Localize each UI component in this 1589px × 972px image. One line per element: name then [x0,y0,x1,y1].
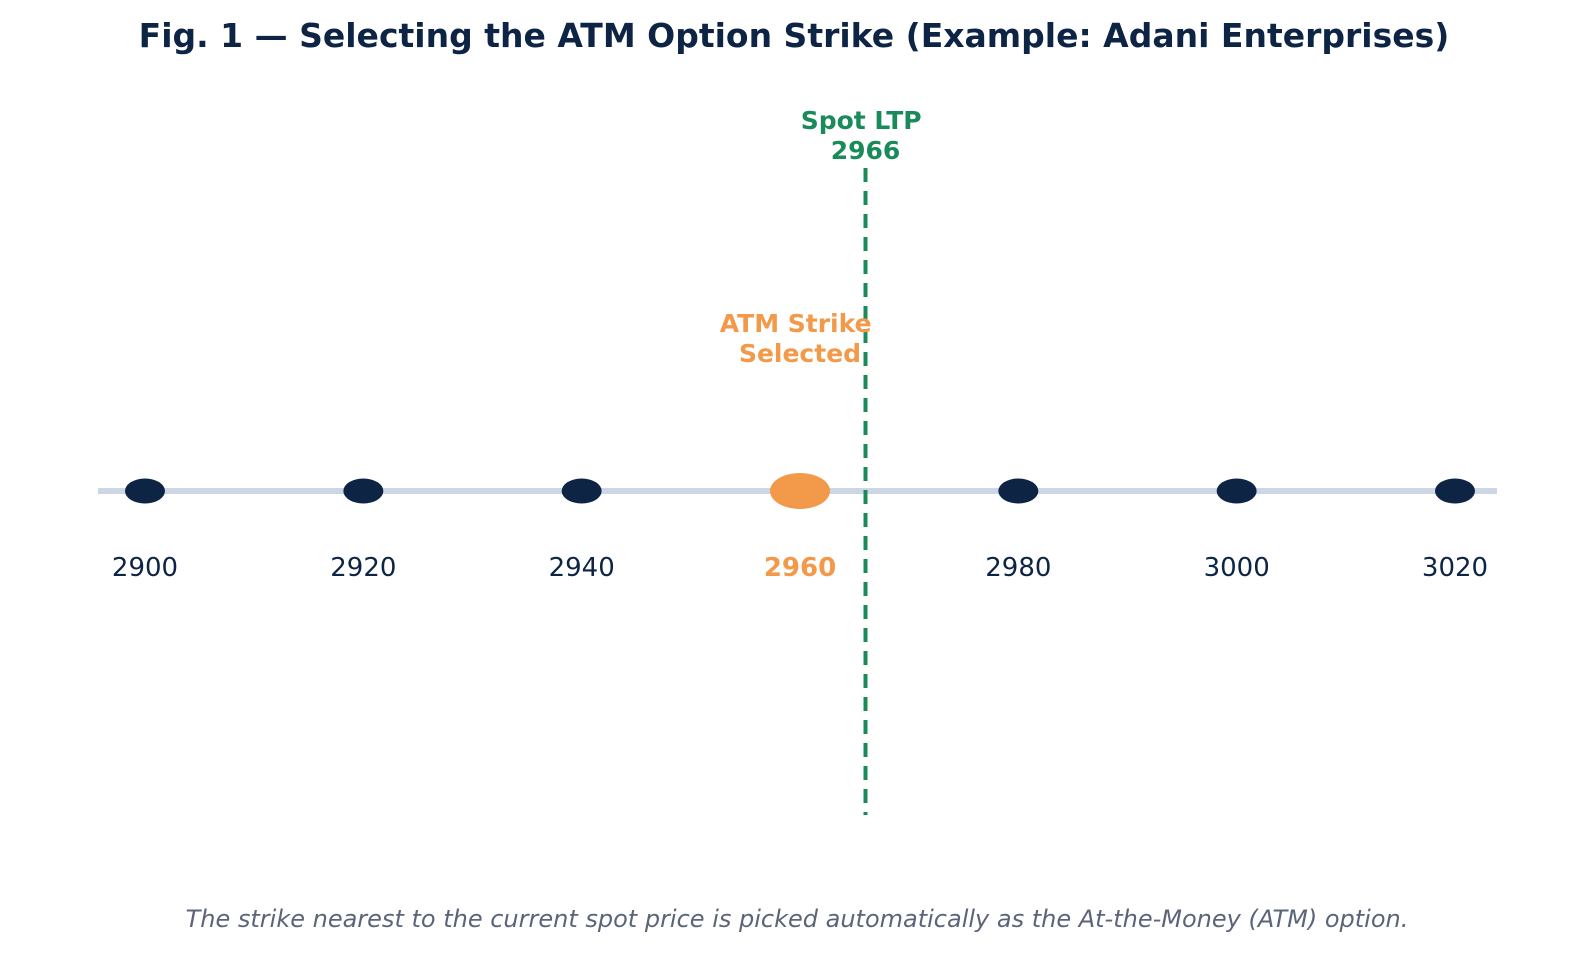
figure-caption: The strike nearest to the current spot p… [186,905,1409,933]
figure-title: Fig. 1 — Selecting the ATM Option Strike… [139,16,1450,55]
spot-ltp-value: 2966 [831,136,901,165]
atm-strike-tick-label: 2960 [764,553,836,583]
strike-tick-label: 2940 [549,553,615,583]
strike-marker [125,478,165,504]
spot-ltp-label: Spot LTP 2966 [801,106,931,165]
atm-strike-label: ATM Strike Selected [720,309,881,368]
strike-tick-label: 2900 [112,553,178,583]
strike-marker [561,478,602,504]
strike-tick-label: 3000 [1204,553,1270,583]
strike-markers: 2900 2920 2940 2960 2980 3000 3020 [112,473,1488,583]
atm-strike-marker [770,473,830,509]
strike-tick-label: 2980 [985,553,1051,583]
spot-ltp-label-line1: Spot LTP [801,106,922,135]
strike-tick-label: 3020 [1422,553,1488,583]
strike-marker [1435,478,1475,504]
atm-strike-label-line2: Selected [739,339,861,368]
strike-marker [998,478,1039,504]
strike-marker [343,478,384,504]
strike-marker [1216,478,1257,504]
atm-strike-label-line1: ATM Strike [720,309,872,338]
strike-tick-label: 2920 [330,553,396,583]
